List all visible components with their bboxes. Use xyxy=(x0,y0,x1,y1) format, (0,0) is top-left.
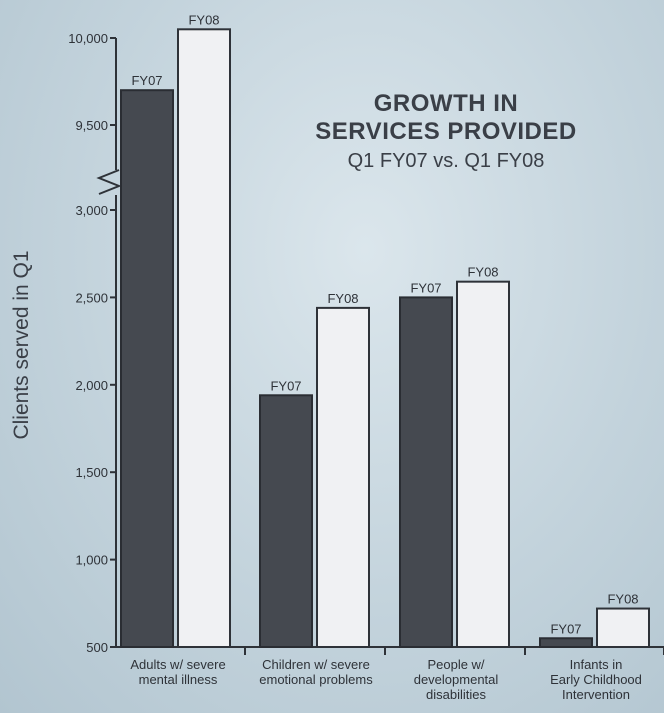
bar-fy07 xyxy=(399,296,453,648)
bar-series-label: FY08 xyxy=(188,12,219,27)
x-category-label: disabilities xyxy=(426,687,486,702)
bar-series-label: FY07 xyxy=(410,280,441,295)
x-category-label: People w/ xyxy=(427,657,484,672)
y-tick-label: 3,000 xyxy=(75,203,108,218)
bar-fy07 xyxy=(259,394,313,648)
y-tick-label: 10,000 xyxy=(68,31,108,46)
x-category-label: Adults w/ severe xyxy=(130,657,225,672)
y-axis-label: Clients served in Q1 xyxy=(10,250,33,440)
x-category-label: mental illness xyxy=(139,672,218,687)
x-category-label: Intervention xyxy=(562,687,630,702)
bar-fy08 xyxy=(456,280,510,648)
axis-break-mark xyxy=(96,169,122,195)
chart-title-line-1: GROWTH IN xyxy=(373,90,519,117)
x-category-label: Children w/ severe xyxy=(262,657,370,672)
bar-series-label: FY08 xyxy=(607,592,638,607)
x-category-label: developmental xyxy=(414,672,499,687)
bar-fy07 xyxy=(120,89,174,648)
bar-series-label: FY07 xyxy=(270,378,301,393)
x-category-label: Early Childhood xyxy=(550,672,642,687)
chart-subtitle: Q1 FY07 vs. Q1 FY08 xyxy=(347,150,545,172)
bar-series-label: FY07 xyxy=(550,621,581,636)
x-category-label: emotional problems xyxy=(259,672,373,687)
bar-fy08 xyxy=(177,28,231,649)
bar-fy07 xyxy=(539,637,593,649)
chart-title-block: GROWTH IN SERVICES PROVIDED Q1 FY07 vs. … xyxy=(268,90,624,174)
x-category-label: Infants in xyxy=(570,657,623,672)
y-tick-label: 500 xyxy=(86,640,108,655)
y-tick-label: 2,000 xyxy=(75,378,108,393)
chart-title-line-2: SERVICES PROVIDED xyxy=(315,118,577,145)
bar-fy08 xyxy=(316,306,370,648)
y-tick-label: 9,500 xyxy=(75,118,108,133)
y-tick-label: 1,000 xyxy=(75,553,108,568)
bar-series-label: FY08 xyxy=(467,265,498,280)
bar-series-label: FY08 xyxy=(327,291,358,306)
y-tick-label: 1,500 xyxy=(75,465,108,480)
bar-series-label: FY07 xyxy=(131,73,162,88)
bar-fy08 xyxy=(596,607,650,649)
y-tick-label: 2,500 xyxy=(75,290,108,305)
